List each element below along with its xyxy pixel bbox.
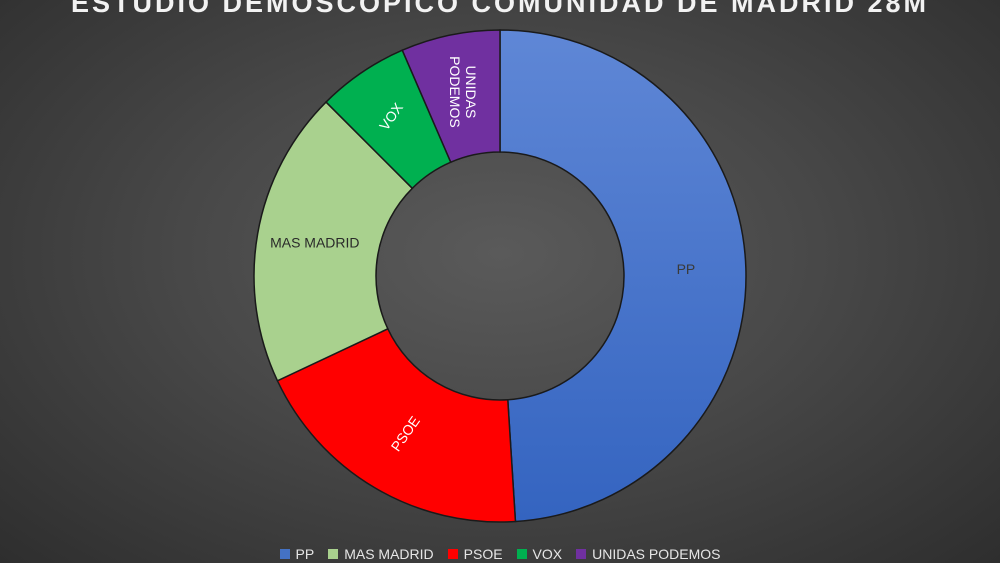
legend-item-mas-madrid: MAS MADRID xyxy=(328,545,434,562)
legend-swatch xyxy=(279,548,290,559)
legend-swatch xyxy=(447,548,458,559)
legend-label: VOX xyxy=(532,545,563,562)
legend-item-unidas-podemos: UNIDAS PODEMOS xyxy=(576,546,720,562)
slice-pp xyxy=(499,29,747,523)
slice-mas-madrid xyxy=(253,100,414,382)
legend-swatch xyxy=(516,548,527,559)
legend-label: MAS MADRID xyxy=(344,545,434,562)
legend-swatch xyxy=(328,548,339,559)
legend-label: UNIDAS PODEMOS xyxy=(592,545,721,562)
legend-item-vox: VOX xyxy=(516,545,563,562)
legend-label: PP xyxy=(295,545,315,562)
slice-psoe xyxy=(276,327,517,523)
chart-title: ESTUDIO DEMOSCÓPICO COMUNIDAD DE MADRID … xyxy=(70,0,930,18)
legend-item-pp: PP xyxy=(279,545,315,562)
slice-label-pp: PP xyxy=(677,261,696,277)
slices-layer xyxy=(253,29,747,523)
slice-unidas-podemos xyxy=(401,29,501,164)
slice-label-mas-madrid: MAS MADRID xyxy=(270,234,359,250)
legend-swatch xyxy=(576,548,587,559)
legend-item-psoe: PSOE xyxy=(447,545,503,562)
chart-legend: PP MAS MADRID PSOE VOX UNIDAS PODEMOS xyxy=(0,544,1000,563)
legend-label: PSOE xyxy=(463,545,503,562)
slice-label-unidas-podemos: UNIDASPODEMOS xyxy=(447,56,479,128)
